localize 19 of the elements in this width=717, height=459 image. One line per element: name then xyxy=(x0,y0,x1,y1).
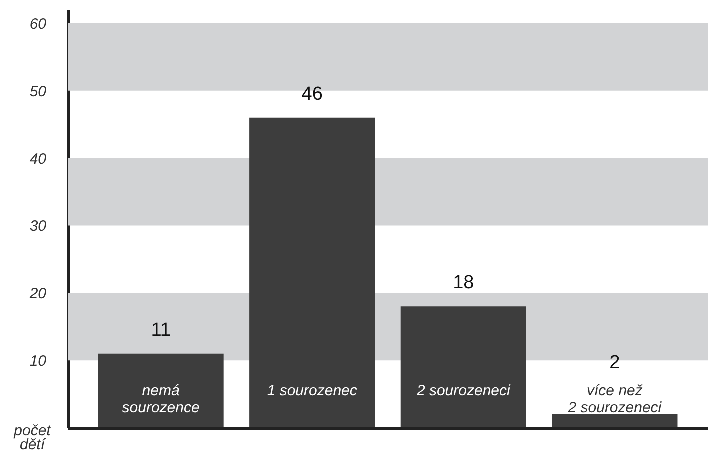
x-tick-label: 2 sourozeneci xyxy=(416,382,512,400)
data-label: 18 xyxy=(453,272,474,294)
bar xyxy=(400,306,526,428)
data-label: 2 xyxy=(610,352,620,374)
data-label: 46 xyxy=(302,84,323,105)
y-tick-label: 20 xyxy=(28,286,48,303)
y-tick-label: 40 xyxy=(30,150,48,168)
y-tick-label: 10 xyxy=(30,353,48,370)
y-tick-label: 50 xyxy=(30,83,48,100)
bar xyxy=(98,354,224,428)
data-label: 11 xyxy=(151,320,171,341)
bar xyxy=(552,414,678,428)
x-tick-label: nemá sourozence xyxy=(122,382,200,416)
x-tick-label: více než 2 sourozeneci xyxy=(567,382,662,416)
y-tick-label: 30 xyxy=(30,218,48,236)
y-tick-label: 60 xyxy=(30,16,48,33)
x-tick-label: 1 sourozenec xyxy=(267,382,358,400)
y-axis-title: počet dětí xyxy=(13,422,52,454)
bar xyxy=(250,118,376,428)
